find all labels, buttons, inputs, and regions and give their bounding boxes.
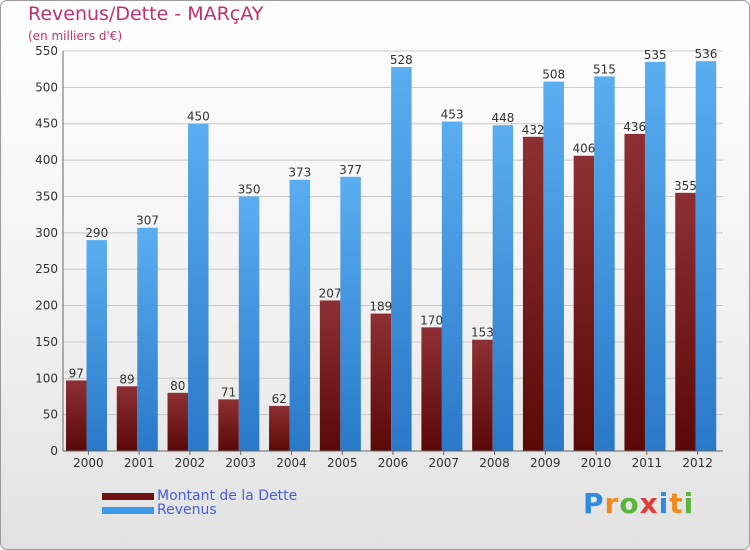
data-label: 170 <box>420 313 443 327</box>
data-label: 97 <box>69 366 84 380</box>
logo-letter: x <box>639 487 659 520</box>
bar-revenus <box>543 81 564 451</box>
bar-revenus <box>391 67 412 451</box>
logo-letter: i <box>683 487 695 520</box>
data-label: 453 <box>441 108 464 122</box>
bar-revenus <box>86 240 107 451</box>
bar-dette <box>269 405 290 451</box>
bar-revenus <box>137 227 158 451</box>
x-tick-label: 2011 <box>632 456 663 470</box>
bar-dette <box>66 380 87 451</box>
logo-letter: i <box>658 487 670 520</box>
bar-revenus <box>289 179 311 451</box>
logo-letter: r <box>604 487 620 520</box>
x-tick-label: 2009 <box>530 456 561 470</box>
bar-dette <box>370 313 392 451</box>
x-tick-label: 2001 <box>124 456 155 470</box>
x-tick-label: 2002 <box>175 456 206 470</box>
data-label: 189 <box>369 300 392 314</box>
legend-swatch-revenus <box>102 507 154 514</box>
bar-dette <box>167 392 189 451</box>
chart-subtitle: (en milliers d'€) <box>28 29 123 43</box>
data-label: 536 <box>695 47 718 61</box>
legend-label-revenus: Revenus <box>157 502 217 518</box>
y-tick-label: 250 <box>35 262 58 276</box>
x-tick-label: 2004 <box>276 456 307 470</box>
y-tick-label: 400 <box>35 153 58 167</box>
x-tick-label: 2006 <box>378 456 409 470</box>
data-label: 432 <box>522 123 545 137</box>
x-tick-label: 2005 <box>327 456 358 470</box>
data-label: 436 <box>623 120 646 134</box>
x-tick-label: 2000 <box>73 456 104 470</box>
legend-swatch-dette <box>102 493 154 500</box>
data-label: 515 <box>593 62 616 76</box>
data-label: 448 <box>491 111 514 125</box>
bar-dette <box>472 339 493 451</box>
y-tick-label: 0 <box>50 444 58 458</box>
data-label: 207 <box>319 286 342 300</box>
data-label: 89 <box>119 372 134 386</box>
logo-letter: P <box>583 487 605 520</box>
y-tick-label: 200 <box>35 299 58 313</box>
data-label: 62 <box>272 392 287 406</box>
proxiti-logo: Proxiti <box>583 487 694 520</box>
bar-revenus <box>238 196 260 451</box>
bar-revenus <box>441 121 463 451</box>
x-tick-label: 2003 <box>225 456 256 470</box>
bar-revenus <box>695 61 717 451</box>
bar-dette <box>218 399 239 451</box>
bar-revenus <box>340 176 361 451</box>
data-label: 528 <box>390 53 413 67</box>
data-label: 406 <box>572 142 595 156</box>
bar-dette <box>522 136 544 451</box>
y-tick-label: 350 <box>35 189 58 203</box>
data-label: 153 <box>471 326 494 340</box>
bar-dette <box>573 155 595 451</box>
y-tick-label: 50 <box>43 408 58 422</box>
y-tick-label: 500 <box>35 80 58 94</box>
bar-revenus <box>188 123 209 452</box>
bar-dette <box>319 300 341 451</box>
data-label: 71 <box>221 385 236 399</box>
bar-revenus <box>594 76 615 452</box>
data-label: 377 <box>339 163 362 177</box>
data-label: 80 <box>170 379 185 393</box>
y-tick-label: 450 <box>35 117 58 131</box>
y-tick-label: 150 <box>35 335 58 349</box>
data-label: 350 <box>238 182 261 196</box>
chart-title: Revenus/Dette - MARçAY <box>28 3 264 25</box>
legend-label-dette: Montant de la Dette <box>157 488 298 504</box>
bar-dette <box>624 133 645 451</box>
data-label: 373 <box>288 166 311 180</box>
data-label: 450 <box>187 110 210 124</box>
bar-revenus <box>644 61 666 452</box>
data-label: 535 <box>644 48 667 62</box>
y-tick-label: 300 <box>35 226 58 240</box>
x-tick-label: 2008 <box>479 456 510 470</box>
logo-letter: t <box>669 487 684 520</box>
x-tick-label: 2010 <box>581 456 612 470</box>
bar-revenus <box>492 125 514 451</box>
data-label: 307 <box>136 214 159 228</box>
data-label: 508 <box>542 68 565 82</box>
bar-dette <box>421 327 442 451</box>
bar-dette <box>675 192 696 451</box>
y-tick-label: 100 <box>35 371 58 385</box>
data-label: 355 <box>674 179 697 193</box>
data-label: 290 <box>85 226 108 240</box>
y-tick-label: 550 <box>35 44 58 58</box>
bar-dette <box>116 386 138 451</box>
logo-letter: o <box>619 487 640 520</box>
x-tick-label: 2012 <box>682 456 713 470</box>
x-tick-label: 2007 <box>428 456 459 470</box>
